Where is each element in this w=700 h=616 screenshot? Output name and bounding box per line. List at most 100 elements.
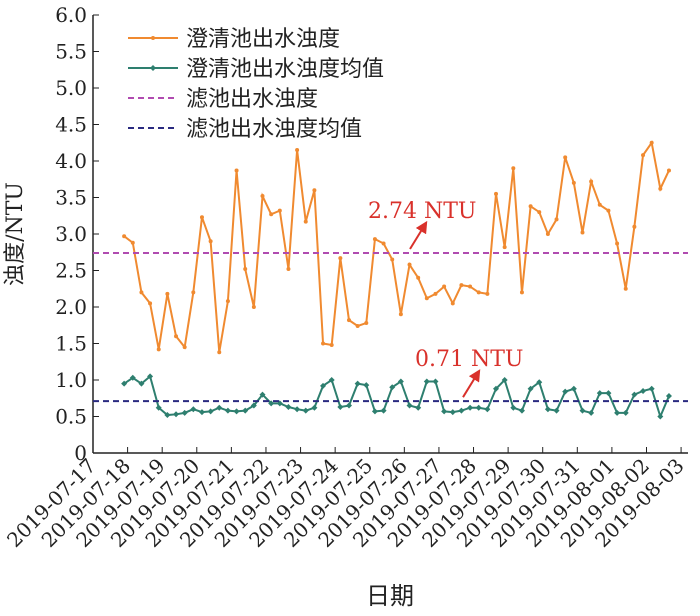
data-point [580,230,585,235]
data-point [277,208,282,213]
data-point [321,341,326,346]
data-point [476,290,481,295]
data-point [251,305,256,309]
data-point [260,194,265,199]
data-point [398,312,403,317]
data-point [658,186,663,191]
data-point [544,406,551,413]
data-point [250,402,257,409]
data-point [148,301,153,306]
data-point [631,391,638,398]
data-point [502,245,507,250]
data-point [406,402,413,409]
data-point [138,380,145,387]
data-point [468,284,473,289]
data-point [449,409,456,416]
data-point [243,267,248,272]
data-point [181,409,188,416]
data-point [458,407,465,414]
data-point [605,390,612,397]
data-point [174,334,179,339]
data-point [657,413,664,420]
data-point [416,275,421,280]
data-point [381,241,386,246]
data-point [475,404,482,411]
data-point [450,301,455,306]
data-point [208,239,213,244]
data-point [234,168,239,173]
data-point [364,321,369,326]
data-point [242,407,249,414]
data-point [459,283,464,288]
y-tick-label: 1.0 [55,368,87,392]
data-point [199,215,204,220]
data-point [345,402,352,409]
data-point [553,407,560,414]
data-point [121,380,128,387]
data-point [259,391,266,398]
data-point [165,291,170,296]
data-point [648,385,655,392]
y-tick-label: 6.0 [55,3,87,27]
data-point [407,262,412,267]
y-tick-label: 5.5 [55,40,87,64]
data-point [302,407,309,414]
legend-marker [151,36,155,40]
data-point [155,404,162,411]
data-point [623,286,628,291]
data-point [501,377,508,383]
data-point [338,256,343,261]
data-point [606,208,611,213]
data-point [328,377,335,383]
data-point [493,385,500,392]
data-point [303,219,308,224]
data-point [371,408,378,415]
data-point [467,404,474,411]
data-point [519,290,524,295]
y-tick-label: 3.0 [55,222,87,246]
data-point [622,409,629,416]
data-point [268,400,275,407]
data-point [286,267,291,272]
data-point [337,404,344,411]
y-tick-label: 0 [74,441,87,465]
data-point [528,204,533,209]
y-tick-label: 5.0 [55,76,87,100]
data-point [649,140,654,145]
data-point [355,323,360,328]
data-point [320,382,327,389]
data-point [156,347,161,352]
data-point [562,388,569,395]
y-tick-label: 0.5 [55,405,87,429]
data-point [380,407,387,414]
data-point [415,404,422,411]
y-tick-label: 4.5 [55,113,87,137]
data-point [615,241,620,246]
x-axis-label: 日期 [366,582,414,610]
data-point [545,232,550,236]
data-point [536,379,543,386]
data-point [164,412,171,419]
legend-label: 澄清池出水浊度均值 [186,57,384,82]
data-point [423,378,430,385]
data-point [354,380,361,387]
data-point [511,166,516,171]
data-point [233,408,240,415]
data-point [329,342,334,347]
data-point [433,291,438,296]
data-point [207,408,214,415]
data-point [173,411,180,418]
y-axis-label: 浊度/NTU [3,182,28,286]
annotation-arrow [462,369,481,398]
data-point [518,407,525,414]
data-point [589,179,594,184]
y-tick-label: 2.5 [55,259,87,283]
data-point [389,384,396,391]
data-point [182,345,187,350]
data-point [442,284,447,289]
legend-label: 滤池出水浊度 [186,87,318,112]
series-line [123,140,670,353]
data-point [441,408,448,415]
data-point [294,406,301,413]
data-point [588,409,595,416]
